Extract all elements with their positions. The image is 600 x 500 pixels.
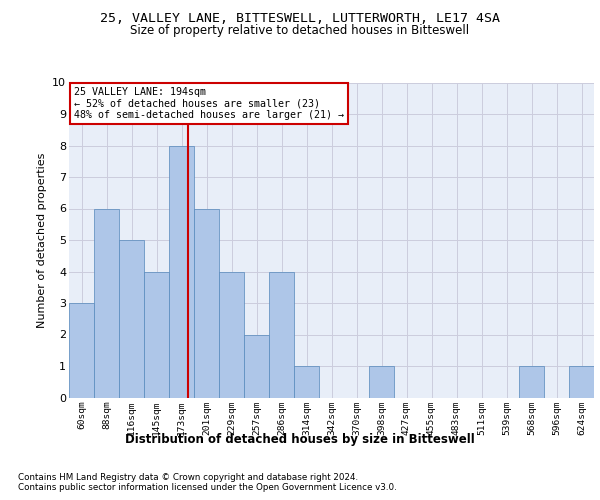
Text: Distribution of detached houses by size in Bitteswell: Distribution of detached houses by size … [125,432,475,446]
Bar [295,366,319,398]
Bar [269,272,293,398]
Text: Size of property relative to detached houses in Bitteswell: Size of property relative to detached ho… [130,24,470,37]
Text: Contains public sector information licensed under the Open Government Licence v3: Contains public sector information licen… [18,484,397,492]
Text: Contains HM Land Registry data © Crown copyright and database right 2024.: Contains HM Land Registry data © Crown c… [18,472,358,482]
Bar [194,208,218,398]
Bar [220,272,244,398]
Bar [520,366,544,398]
Text: 25 VALLEY LANE: 194sqm
← 52% of detached houses are smaller (23)
48% of semi-det: 25 VALLEY LANE: 194sqm ← 52% of detached… [74,87,344,120]
Bar [244,334,269,398]
Bar [119,240,143,398]
Bar [569,366,593,398]
Bar [169,146,194,398]
Y-axis label: Number of detached properties: Number of detached properties [37,152,47,328]
Text: 25, VALLEY LANE, BITTESWELL, LUTTERWORTH, LE17 4SA: 25, VALLEY LANE, BITTESWELL, LUTTERWORTH… [100,12,500,26]
Bar [70,303,94,398]
Bar [370,366,394,398]
Bar [94,208,119,398]
Bar [145,272,169,398]
